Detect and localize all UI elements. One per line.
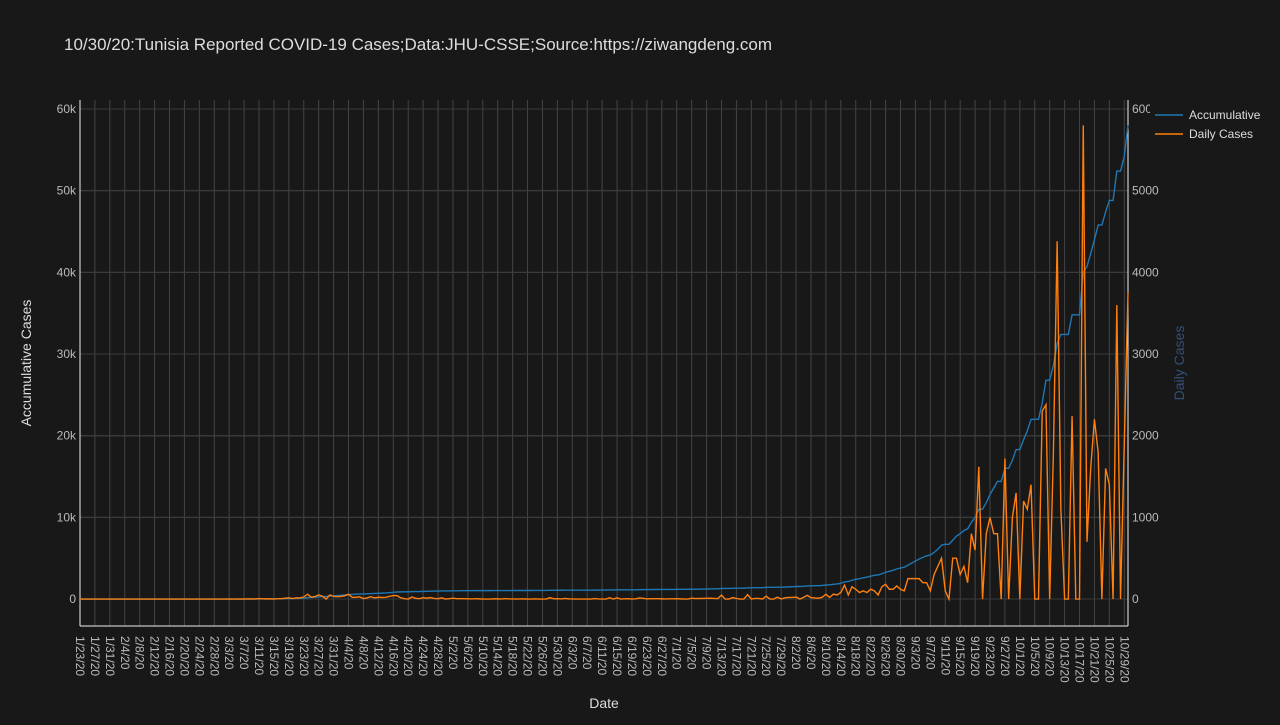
legend-label: Accumulative [1189, 108, 1261, 122]
x-tick-label: 10/17/20 [1073, 636, 1087, 683]
x-tick-label: 5/26/20 [535, 636, 549, 676]
x-tick-label: 10/29/20 [1117, 636, 1131, 683]
legend-box [1150, 100, 1280, 146]
x-axis-title: Date [589, 695, 619, 711]
y2-tick-label: 4000 [1132, 265, 1159, 279]
x-tick-label: 2/12/20 [148, 636, 162, 676]
chart-title: 10/30/20:Tunisia Reported COVID-19 Cases… [64, 35, 772, 54]
series-line [80, 125, 1129, 602]
x-tick-label: 9/3/20 [908, 636, 922, 670]
x-tick-label: 1/31/20 [103, 636, 117, 676]
x-tick-label: 10/25/20 [1102, 636, 1116, 683]
y-axis-title: Accumulative Cases [18, 300, 34, 427]
x-tick-label: 5/2/20 [446, 636, 460, 670]
x-tick-label: 3/11/20 [252, 636, 266, 675]
x-tick-label: 4/20/20 [401, 636, 415, 676]
x-tick-label: 3/15/20 [267, 636, 281, 676]
x-tick-label: 8/30/20 [893, 636, 907, 676]
y2-tick-label: 0 [1132, 592, 1139, 606]
x-tick-label: 5/30/20 [550, 636, 564, 676]
y2-axis-title: Daily Cases [1171, 326, 1187, 401]
x-tick-label: 5/14/20 [491, 636, 505, 676]
x-tick-label: 8/14/20 [834, 636, 848, 676]
x-tick-label: 3/31/20 [327, 636, 341, 676]
legend-label: Daily Cases [1189, 127, 1253, 141]
x-tick-label: 7/13/20 [714, 636, 728, 676]
x-tick-label: 4/28/20 [431, 636, 445, 676]
x-tick-label: 6/15/20 [610, 636, 624, 676]
x-tick-label: 1/27/20 [88, 636, 102, 676]
x-tick-label: 8/26/20 [879, 636, 893, 676]
x-tick-label: 6/27/20 [655, 636, 669, 676]
x-tick-label: 10/21/20 [1087, 636, 1101, 683]
x-tick-label: 3/3/20 [222, 636, 236, 670]
x-tick-label: 2/24/20 [192, 636, 206, 676]
x-tick-label: 4/16/20 [386, 636, 400, 676]
x-tick-label: 7/17/20 [729, 636, 743, 676]
x-tick-label: 4/12/20 [371, 636, 385, 676]
x-tick-label: 6/7/20 [580, 636, 594, 670]
x-tick-label: 2/4/20 [118, 636, 132, 670]
x-tick-label: 7/21/20 [744, 636, 758, 676]
x-tick-label: 9/11/20 [938, 636, 952, 675]
x-tick-label: 2/20/20 [177, 636, 191, 676]
x-tick-label: 7/9/20 [700, 636, 714, 670]
x-tick-label: 9/27/20 [998, 636, 1012, 676]
x-tick-label: 5/10/20 [476, 636, 490, 676]
x-tick-label: 7/1/20 [670, 636, 684, 670]
x-tick-label: 8/6/20 [804, 636, 818, 670]
x-tick-label: 3/7/20 [237, 636, 251, 670]
x-tick-label: 8/22/20 [864, 636, 878, 676]
y-tick-label: 0 [69, 592, 76, 606]
x-tick-label: 10/1/20 [1013, 636, 1027, 676]
x-tick-label: 7/5/20 [685, 636, 699, 670]
y-tick-label: 50k [57, 184, 77, 198]
x-tick-label: 6/23/20 [640, 636, 654, 676]
x-tick-label: 2/28/20 [207, 636, 221, 676]
x-tick-label: 5/6/20 [461, 636, 475, 670]
x-tick-label: 3/27/20 [312, 636, 326, 676]
y-tick-label: 40k [57, 265, 77, 279]
y2-tick-label: 5000 [1132, 184, 1159, 198]
y-tick-label: 10k [57, 510, 77, 524]
x-tick-label: 3/23/20 [297, 636, 311, 676]
y2-tick-label: 3000 [1132, 347, 1159, 361]
x-tick-label: 2/8/20 [133, 636, 147, 670]
x-tick-label: 10/13/20 [1058, 636, 1072, 683]
x-tick-label: 3/19/20 [282, 636, 296, 676]
x-tick-label: 9/19/20 [968, 636, 982, 676]
y2-tick-label: 1000 [1132, 510, 1159, 524]
x-tick-label: 8/10/20 [819, 636, 833, 676]
x-tick-label: 9/7/20 [923, 636, 937, 670]
x-tick-label: 4/8/20 [356, 636, 370, 670]
x-tick-label: 1/23/20 [73, 636, 87, 676]
x-tick-label: 7/25/20 [759, 636, 773, 676]
x-tick-label: 6/19/20 [625, 636, 639, 676]
x-tick-label: 5/18/20 [506, 636, 520, 676]
x-tick-label: 6/11/20 [595, 636, 609, 675]
y-tick-label: 30k [57, 347, 77, 361]
x-tick-label: 8/2/20 [789, 636, 803, 670]
y-tick-label: 20k [57, 429, 77, 443]
y2-tick-label: 2000 [1132, 429, 1159, 443]
x-tick-label: 4/4/20 [342, 636, 356, 670]
x-tick-label: 10/5/20 [1028, 636, 1042, 676]
x-tick-label: 4/24/20 [416, 636, 430, 676]
y-tick-label: 60k [57, 102, 77, 116]
x-tick-label: 5/22/20 [521, 636, 535, 676]
x-tick-label: 8/18/20 [849, 636, 863, 676]
x-tick-label: 6/3/20 [565, 636, 579, 670]
x-tick-label: 9/23/20 [983, 636, 997, 676]
x-tick-label: 2/16/20 [163, 636, 177, 676]
x-tick-label: 7/29/20 [774, 636, 788, 676]
x-tick-label: 9/15/20 [953, 636, 967, 676]
x-tick-label: 10/9/20 [1043, 636, 1057, 676]
